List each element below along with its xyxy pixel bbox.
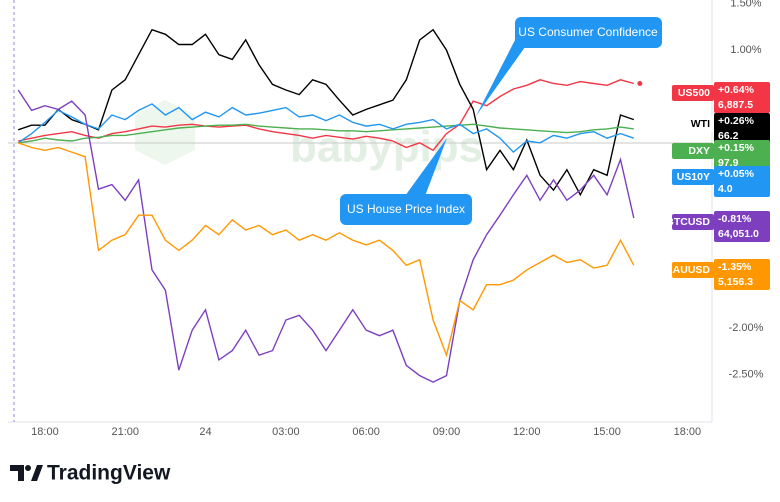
legend-badge: US500 +0.64% 6,887.5 bbox=[672, 82, 770, 113]
badge-name-bg bbox=[672, 262, 714, 278]
legend-badge: US10Y +0.05% 4.0 bbox=[672, 166, 770, 197]
series-line bbox=[17, 142, 635, 358]
x-tick-label: 12:00 bbox=[513, 426, 541, 438]
badge-name-bg bbox=[672, 116, 714, 132]
legend-badge: WTI +0.26% 66.2 bbox=[672, 113, 770, 144]
legend-price: 97.9 bbox=[718, 157, 739, 169]
badge-value-bg bbox=[714, 166, 770, 197]
series-line bbox=[17, 103, 635, 154]
x-tick-label: 21:00 bbox=[111, 426, 139, 438]
x-tick-label: 18:00 bbox=[31, 426, 59, 438]
legend-name: DXY bbox=[688, 145, 710, 157]
badge-value-bg bbox=[714, 82, 770, 113]
legend-name: WTI bbox=[691, 118, 710, 130]
series-line bbox=[17, 28, 635, 197]
badge-value-bg bbox=[714, 259, 770, 290]
legend-change: +0.64% bbox=[718, 84, 755, 96]
y-tick-label: -2.50% bbox=[729, 369, 764, 381]
x-tick-label: 18:00 bbox=[674, 426, 702, 438]
x-tick-label: 06:00 bbox=[352, 426, 380, 438]
legend-badge: DXY +0.15% 97.9 bbox=[672, 140, 770, 171]
badge-value-bg bbox=[714, 140, 770, 171]
y-tick-label: 1.00% bbox=[730, 44, 761, 56]
badge-name-bg bbox=[672, 85, 714, 101]
series-line bbox=[18, 79, 634, 152]
overlay: US Consumer Confidence US House Price In… bbox=[340, 17, 662, 225]
badge-value-bg bbox=[714, 211, 770, 242]
y-tick-label: 1.50% bbox=[730, 0, 761, 10]
callout bbox=[340, 194, 472, 225]
series-line bbox=[18, 123, 634, 144]
callout-text: US Consumer Confidence bbox=[518, 25, 658, 39]
plot bbox=[17, 28, 643, 383]
end-marker bbox=[637, 80, 643, 86]
legend-badge: XAUUSD -1.35% 5,156.3 bbox=[666, 259, 770, 290]
legend-name: US10Y bbox=[677, 171, 710, 183]
legend-price: 64,051.0 bbox=[718, 228, 759, 240]
legend-price: 6,887.5 bbox=[718, 99, 753, 111]
badge-name-bg bbox=[672, 214, 714, 230]
legend-change: +0.26% bbox=[718, 115, 755, 127]
callout-text: US House Price Index bbox=[347, 202, 465, 216]
legend-name: BTCUSD bbox=[666, 216, 710, 228]
callout-pointer bbox=[476, 40, 530, 116]
logo-text: TradingView bbox=[47, 462, 171, 485]
x-tick-label: 03:00 bbox=[272, 426, 300, 438]
legend-price: 5,156.3 bbox=[718, 276, 753, 288]
x-tick-label: 24 bbox=[199, 426, 211, 438]
series-line bbox=[17, 89, 635, 383]
legend-name: US500 bbox=[678, 87, 710, 99]
watermark-logo bbox=[135, 100, 195, 165]
badge-name-bg bbox=[672, 169, 714, 185]
legend-price: 4.0 bbox=[718, 183, 733, 195]
logo: TradingView bbox=[10, 462, 171, 485]
legend-name: XAUUSD bbox=[666, 264, 711, 276]
badge-name-bg bbox=[672, 143, 714, 159]
legend-badge: BTCUSD -0.81% 64,051.0 bbox=[666, 211, 770, 242]
badge-value-bg bbox=[714, 113, 770, 144]
legend-change: -1.35% bbox=[718, 261, 752, 273]
x-tick-label: 09:00 bbox=[433, 426, 461, 438]
callout bbox=[515, 17, 662, 48]
legend-price: 66.2 bbox=[718, 130, 739, 142]
legend-change: -0.81% bbox=[718, 213, 752, 225]
callout-pointer bbox=[405, 138, 447, 196]
legend-change: +0.15% bbox=[718, 142, 755, 154]
x-tick-label: 15:00 bbox=[593, 426, 621, 438]
legend-change: +0.05% bbox=[718, 168, 755, 180]
y-tick-label: -2.00% bbox=[729, 322, 764, 334]
